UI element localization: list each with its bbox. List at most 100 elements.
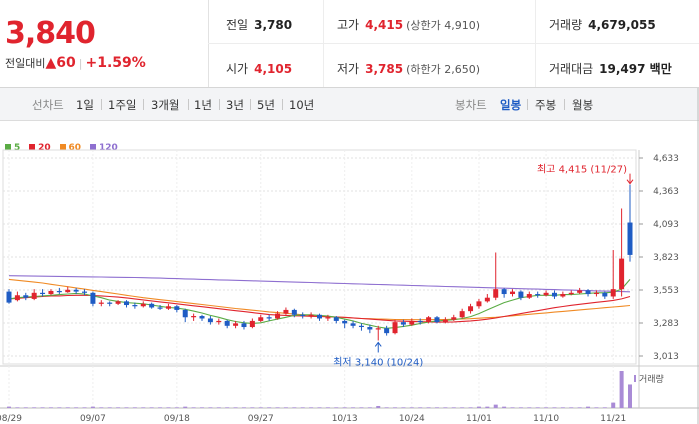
y-tick-label: 3,823 [653,253,679,263]
lower-limit: (하한가 2,650) [406,63,480,76]
candle-body [191,316,197,318]
divider [282,99,283,110]
volume-bar [560,407,565,408]
candle-body [400,322,406,325]
y-tick-label: 4,633 [653,154,679,164]
candle-body [174,306,180,310]
candle-body [233,323,239,326]
volume-bar [628,384,632,408]
price-change: 전일대비▲60 | +1.59% [5,55,146,71]
volume-legend-swatch-icon [634,375,636,382]
candle-body [283,309,289,314]
period-3y-button[interactable]: 3년 [226,98,244,112]
quote-summary: 3,840 전일대비▲60 | +1.59% 전일 3,780 고가 4,415 (상한가… [0,0,699,88]
candle-series [6,184,633,341]
divider [101,99,102,110]
period-1w-button[interactable]: 1주일 [108,98,137,112]
candle-body [241,323,247,328]
volume-bar [426,407,431,408]
volume-bar [233,407,238,408]
volume-value: 4,679,055 [588,18,656,32]
volume-bar [40,407,45,408]
prev-close-label: 전일 [226,18,249,32]
high-label: 고가 [337,18,360,32]
volume-bar [32,407,37,408]
period-1y-button[interactable]: 1년 [194,98,212,112]
candle-body [157,307,163,309]
volume-bar [116,407,121,408]
high-price: 고가 4,415 (상한가 4,910) [337,16,480,33]
divider: | [78,57,83,70]
volume-bar [611,402,616,408]
x-tick-label: 11/21 [600,414,626,424]
candle-body [115,301,121,304]
open-value: 4,105 [254,62,293,76]
candle-body [442,319,448,323]
volume-bar [325,407,330,408]
volume-bar [283,407,288,408]
candle-body [602,292,608,297]
volume-bar [267,407,272,408]
volume-bar [468,407,473,408]
candle-body [417,320,423,323]
volume-bar [90,406,95,408]
volume-bar [7,406,11,408]
volume-bar [434,407,439,408]
high-annotation: 최고 4,415 (11/27) [537,164,627,176]
period-3m-button[interactable]: 3개월 [151,98,180,112]
candle-body [375,328,381,330]
low-annotation: 최저 3,140 (10/24) [333,356,423,368]
high-arrowhead-icon [626,179,634,185]
divider [143,99,144,110]
volume-bar [569,407,574,408]
open-price: 시가 4,105 [226,60,292,77]
chart-legend: 5 20 60 120 [5,143,124,153]
volume-bar [48,407,53,408]
volume: 거래량 4,679,055 [549,16,656,33]
candle-body [165,306,171,309]
x-axis: 08/29 09/07 09/18 09/27 10/13 10/24 11/01 11/10… [0,414,626,424]
volume-label: 거래량 [549,18,583,32]
weekly-candle-button[interactable]: 주봉 [535,98,557,112]
candle-body [258,317,264,321]
open-label: 시가 [226,62,249,76]
volume-bar [443,407,448,408]
volume-bar [158,407,163,408]
prev-close: 전일 3,780 [226,16,292,33]
x-tick-label: 11/01 [466,414,492,424]
period-5y-button[interactable]: 5년 [257,98,275,112]
y-tick-label: 4,093 [653,220,679,230]
x-tick-label: 10/24 [399,414,425,424]
volume-bar [107,407,112,408]
x-tick-label: 10/13 [332,414,358,424]
chart-grid [0,88,699,424]
candle-body [409,320,415,325]
y-tick-label: 3,013 [653,352,679,362]
candle-body [342,320,348,324]
monthly-candle-button[interactable]: 월봉 [572,98,594,112]
period-10y-button[interactable]: 10년 [289,98,315,112]
period-1d-button[interactable]: 1일 [76,98,94,112]
up-arrow-icon: ▲ [45,55,57,71]
volume-bar [174,407,179,408]
candle-body [73,289,79,292]
volume-bar [200,407,205,408]
volume-bar [476,406,481,408]
y-axis: 4,633 4,363 4,093 3,823 3,553 3,283 3,013 [639,154,679,362]
daily-candle-button[interactable]: 일봉 [500,98,522,112]
volume-bar [141,407,146,408]
volume-bar [132,407,137,408]
amount-label: 거래대금 [549,62,594,76]
candle-body [577,290,583,293]
candle-body [199,316,205,319]
candle-body [593,292,599,295]
candle-body [291,309,297,315]
ma20-swatch-icon [29,144,36,150]
candle-body [300,314,306,317]
volume-bar [342,407,347,408]
volume-bar [208,407,213,408]
volume-bar [82,407,87,408]
candle-chart-label: 봉차트 [455,98,487,112]
volume-bar [586,406,591,408]
candle-body [493,289,499,298]
